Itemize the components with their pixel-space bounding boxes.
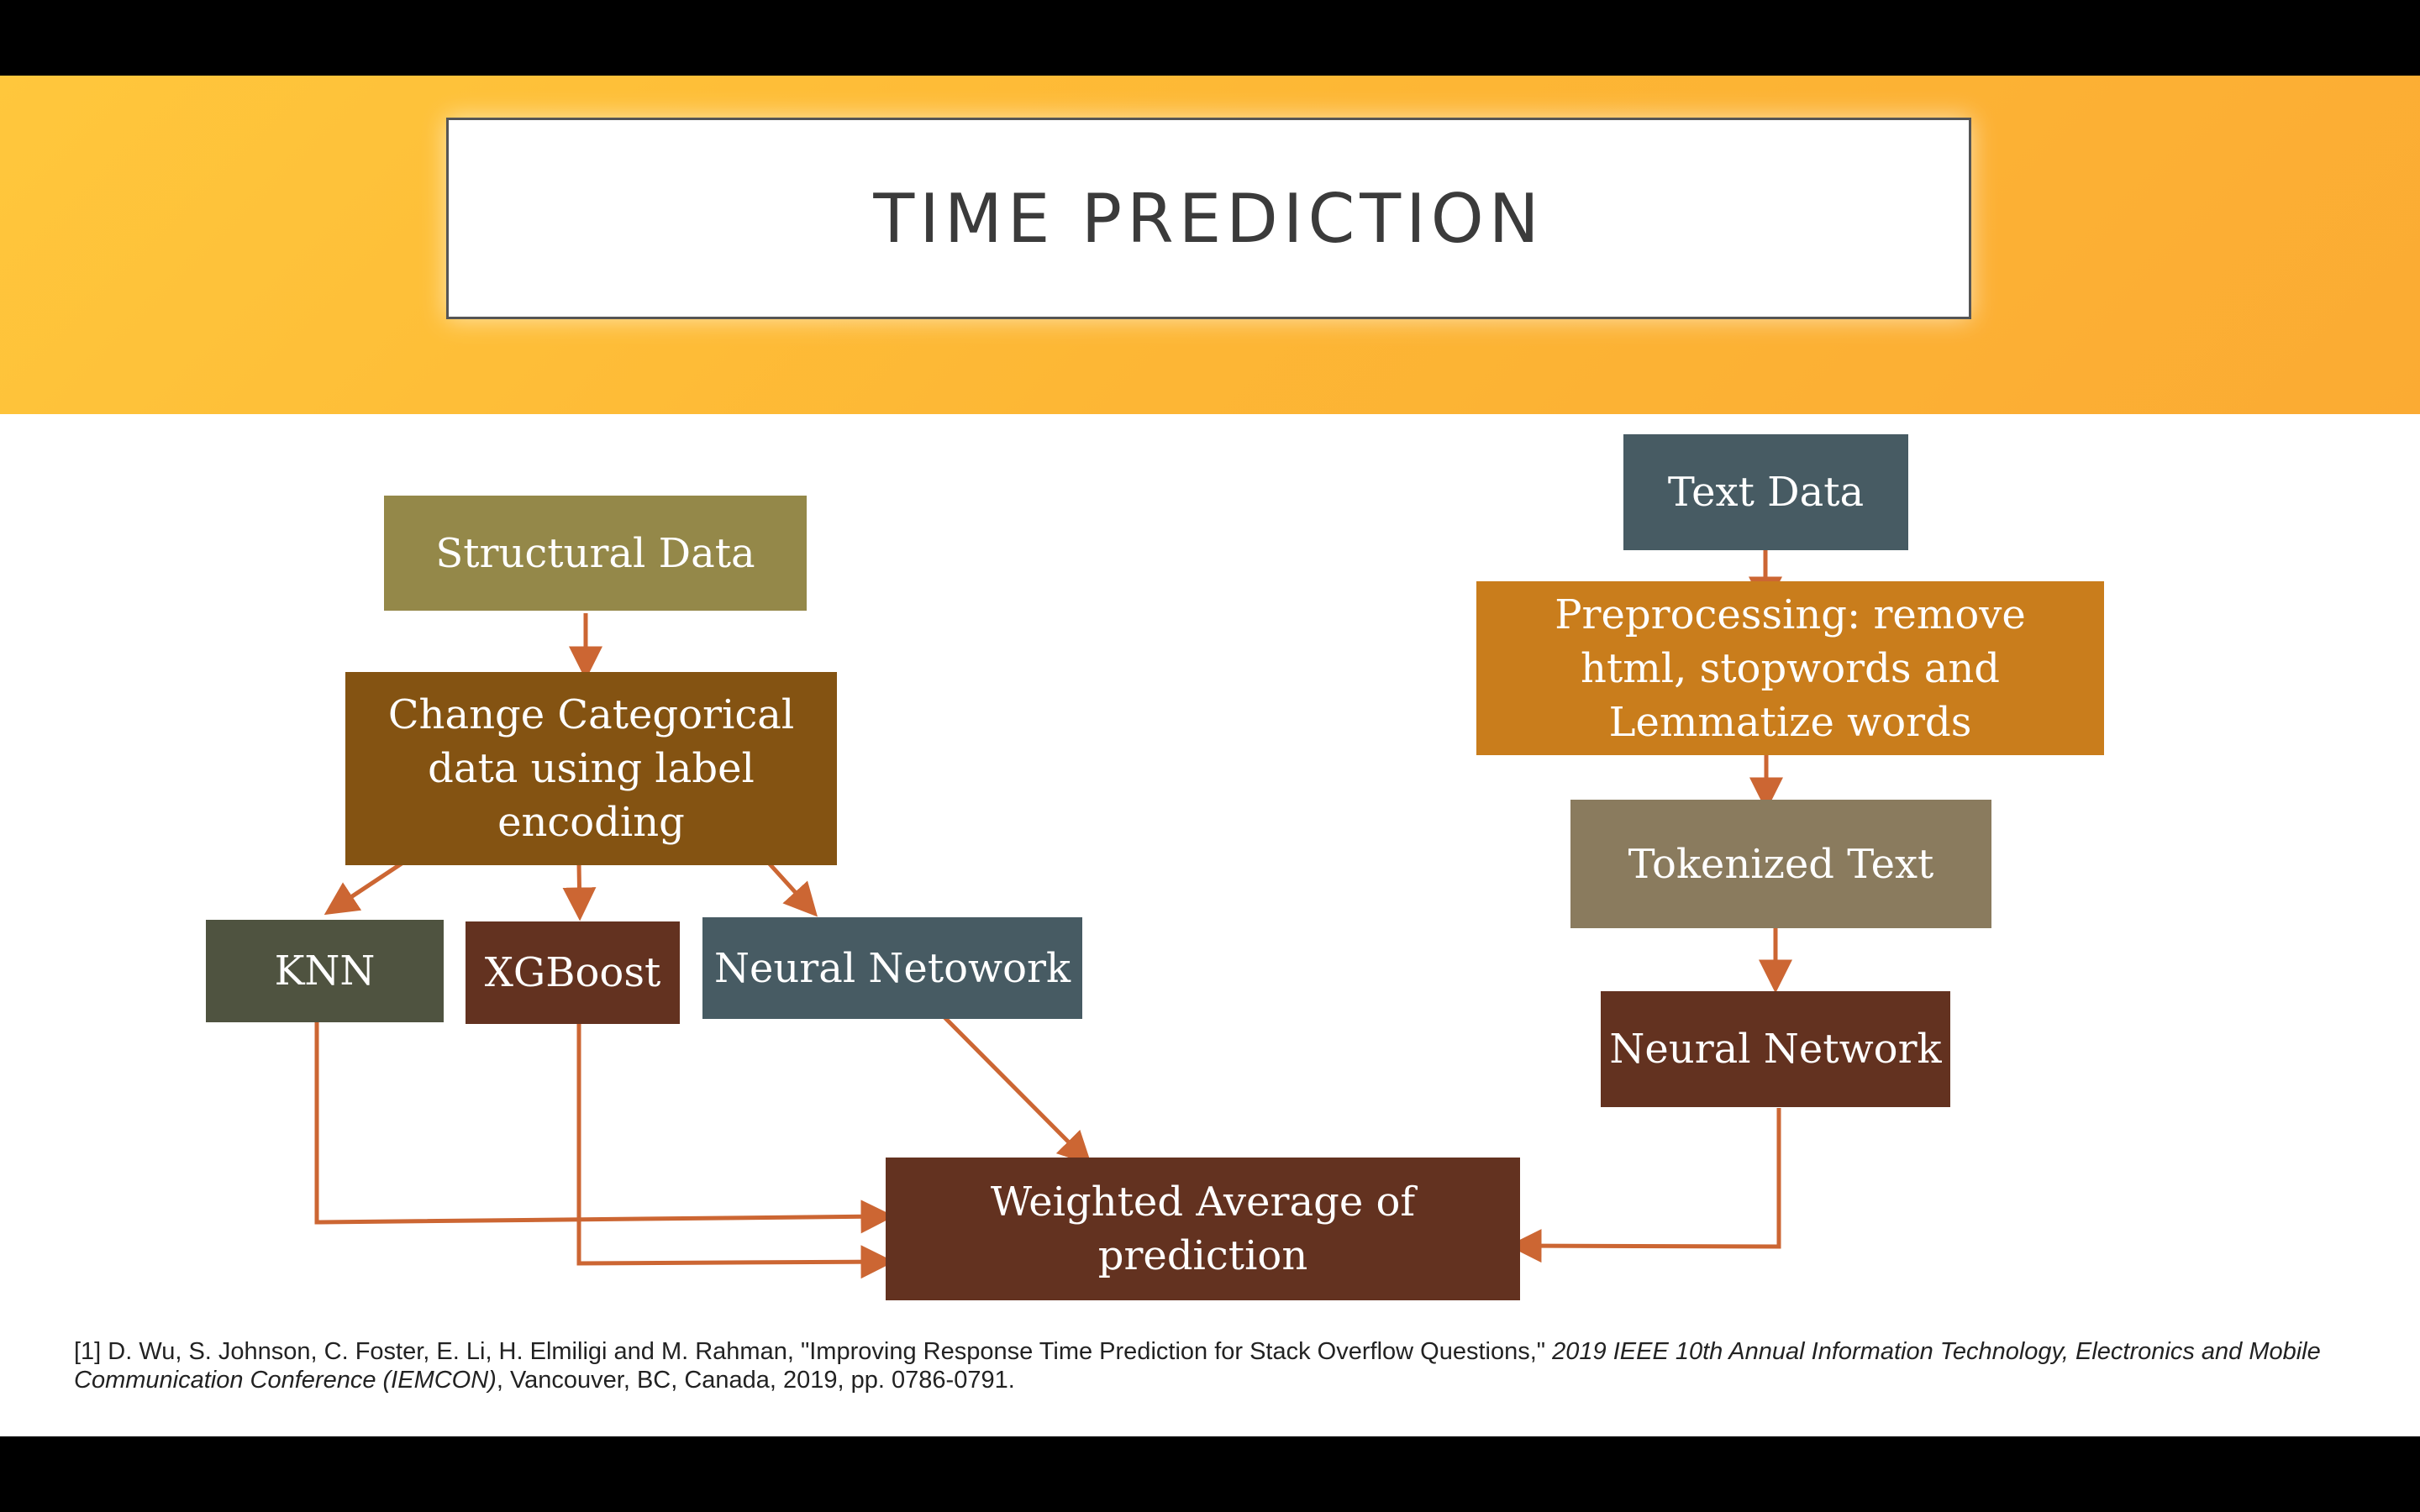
arrow-encoding-to-xgboost [562, 863, 597, 921]
text-data-label: Text Data [1667, 469, 1865, 516]
xgboost-label: XGBoost [484, 949, 661, 996]
preprocessing-box: Preprocessing: remove html, stopwords an… [1476, 581, 2104, 755]
arrow-encoding-to-neural-netowork [763, 857, 818, 917]
tokenized-text-label: Tokenized Text [1628, 840, 1934, 888]
arrow-knn-to-weighted [314, 1022, 895, 1234]
neural-network-label: Neural Network [1609, 1026, 1942, 1073]
xgboost-box: XGBoost [466, 921, 680, 1024]
connector-arrows [314, 540, 1792, 1279]
neural-netowork-box: Neural Netowork [702, 917, 1082, 1019]
slide: TIME PREDICTION Structural Data Change C… [0, 76, 2420, 1436]
arrow-neural-network-to-weighted [1507, 1108, 1781, 1263]
citation-venue: 2019 IEEE 10th Annual Information Techno… [74, 1338, 2321, 1394]
slide-title: TIME PREDICTION [873, 179, 1544, 258]
structural-data-label: Structural Data [435, 529, 755, 577]
neural-netowork-label: Neural Netowork [713, 944, 1071, 992]
arrow-encoding-to-knn [324, 856, 411, 916]
citation-details: , Vancouver, BC, Canada, 2019, pp. 0786-… [496, 1367, 1015, 1394]
structural-data-box: Structural Data [384, 496, 807, 611]
text-data-box: Text Data [1623, 434, 1908, 550]
weighted-average-box: Weighted Average of prediction [886, 1158, 1520, 1300]
preprocessing-label: Preprocessing: remove html, stopwords an… [1555, 591, 2026, 746]
arrow-xgboost-to-weighted [576, 1022, 895, 1279]
arrow-neural-netowork-to-weighted [939, 1012, 1092, 1166]
knn-label: KNN [274, 948, 376, 995]
title-box: TIME PREDICTION [446, 118, 1971, 319]
weighted-average-label: Weighted Average of prediction [990, 1179, 1416, 1279]
citation-authors: [1] D. Wu, S. Johnson, C. Foster, E. Li,… [74, 1338, 1553, 1365]
tokenized-text-box: Tokenized Text [1570, 800, 1991, 928]
citation: [1] D. Wu, S. Johnson, C. Foster, E. Li,… [74, 1337, 2343, 1394]
knn-box: KNN [206, 920, 444, 1022]
label-encoding-box: Change Categorical data using label enco… [345, 672, 837, 865]
label-encoding-label: Change Categorical data using label enco… [387, 691, 795, 846]
neural-network-box: Neural Network [1601, 991, 1950, 1107]
